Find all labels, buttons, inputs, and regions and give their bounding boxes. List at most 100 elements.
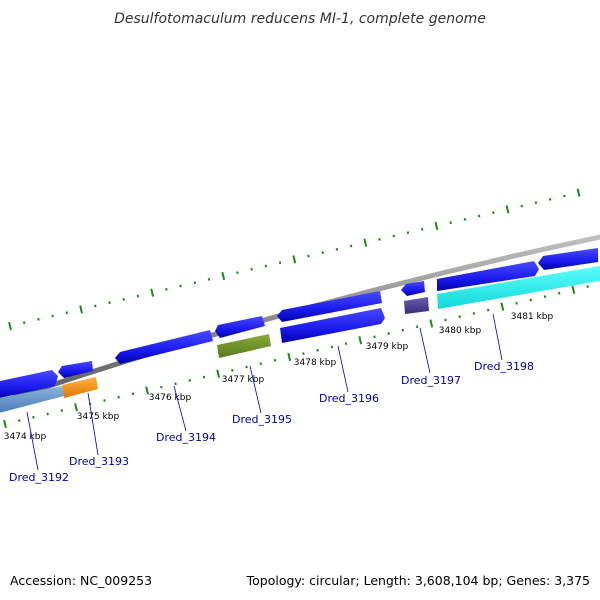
map-title: Desulfotomaculum reducens MI-1, complete… <box>114 11 486 27</box>
minor-tick <box>444 318 447 322</box>
gene-arrow[interactable] <box>277 291 382 322</box>
minor-tick <box>160 385 163 389</box>
minor-tick <box>543 295 547 299</box>
minor-tick <box>273 358 277 362</box>
inner-tick-track <box>3 285 589 429</box>
gene-arrow[interactable] <box>404 297 429 314</box>
major-tick <box>79 305 83 314</box>
gene-label-link[interactable]: Dred_3197 <box>401 374 461 387</box>
gene-label-link[interactable]: Dred_3195 <box>232 413 292 426</box>
gene-arrow[interactable] <box>437 265 600 309</box>
major-tick <box>292 255 297 264</box>
minor-tick <box>37 317 40 321</box>
major-tick <box>221 271 226 281</box>
gene-label-link[interactable]: Dred_3193 <box>69 455 129 468</box>
minor-tick <box>108 301 111 305</box>
minor-tick <box>378 237 381 241</box>
minor-tick <box>472 311 476 315</box>
minor-tick <box>51 314 54 318</box>
minor-tick <box>420 227 424 231</box>
accession-text: Accession: NC_009253 <box>10 573 153 588</box>
minor-tick <box>548 197 552 201</box>
gene-labels: Dred_3192 Dred_3193 Dred_3194 Dred_3195 … <box>9 360 534 484</box>
minor-tick <box>349 244 353 248</box>
gene-arrow[interactable] <box>115 330 213 364</box>
gene-arrow[interactable] <box>401 281 425 296</box>
tick-label: 3474 kbp <box>4 432 47 442</box>
minor-tick <box>179 284 182 288</box>
major-tick <box>571 285 576 295</box>
major-tick <box>216 369 221 378</box>
minor-tick <box>193 281 197 285</box>
gene-label-link[interactable]: Dred_3198 <box>474 360 534 373</box>
minor-tick <box>449 221 452 225</box>
major-tick <box>363 238 368 247</box>
gene-arrow[interactable] <box>0 370 58 399</box>
minor-tick <box>529 298 533 302</box>
gene-arrow[interactable] <box>217 334 271 358</box>
minor-tick <box>307 254 310 258</box>
minor-tick <box>586 285 589 288</box>
gene-arrow[interactable] <box>58 361 93 378</box>
minor-tick <box>563 194 566 198</box>
topology-text: Topology: circular; Length: 3,608,104 bp… <box>246 573 590 588</box>
major-tick <box>150 288 155 297</box>
minor-tick <box>202 375 206 379</box>
tick-label: 3479 kbp <box>366 342 409 352</box>
tick-label: 3477 kbp <box>222 375 265 385</box>
minor-tick <box>406 231 410 235</box>
gene-arrow[interactable] <box>215 316 265 338</box>
minor-tick <box>103 399 106 402</box>
major-tick <box>434 221 439 231</box>
minor-tick <box>65 311 69 315</box>
minor-tick <box>165 287 168 291</box>
minor-tick <box>330 345 334 349</box>
minor-tick <box>46 412 49 416</box>
minor-tick <box>245 365 248 369</box>
minor-tick <box>373 335 376 339</box>
minor-tick <box>392 234 396 238</box>
minor-tick <box>22 321 26 325</box>
minor-tick <box>250 267 253 271</box>
gene-arrow[interactable] <box>280 308 385 343</box>
minor-tick <box>174 382 177 386</box>
gene-label-link[interactable]: Dred_3196 <box>319 392 379 405</box>
minor-tick <box>94 304 97 308</box>
outer-tick-track <box>8 188 581 331</box>
major-tick <box>8 321 12 331</box>
minor-tick <box>259 362 263 366</box>
minor-tick <box>236 271 239 275</box>
minor-tick <box>477 214 481 218</box>
minor-tick <box>401 328 405 332</box>
minor-tick <box>32 415 35 419</box>
minor-tick <box>89 402 92 406</box>
gene-arrow[interactable] <box>62 377 98 398</box>
minor-tick <box>264 264 268 268</box>
minor-tick <box>188 379 191 382</box>
minor-tick <box>534 201 538 205</box>
gene-arrow[interactable] <box>437 261 539 291</box>
minor-tick <box>458 315 461 319</box>
minor-tick <box>17 419 21 423</box>
major-tick <box>429 319 434 328</box>
minor-tick <box>486 308 490 312</box>
minor-tick <box>492 211 495 215</box>
major-tick <box>74 403 78 412</box>
minor-tick <box>60 409 64 412</box>
gene-label-link[interactable]: Dred_3194 <box>156 431 216 444</box>
minor-tick <box>415 325 419 329</box>
gene-arrow[interactable] <box>538 248 598 270</box>
gene-label-leaders <box>26 313 503 471</box>
gene-arrow[interactable] <box>0 386 64 414</box>
major-tick <box>145 386 149 395</box>
minor-tick <box>463 217 467 221</box>
minor-tick <box>278 261 282 265</box>
minor-tick <box>136 294 140 298</box>
gene-label-link[interactable]: Dred_3192 <box>9 471 69 484</box>
minor-tick <box>316 348 319 352</box>
minor-tick <box>117 395 120 399</box>
minor-tick <box>557 291 561 295</box>
minor-tick <box>207 277 211 281</box>
minor-tick <box>302 352 305 356</box>
